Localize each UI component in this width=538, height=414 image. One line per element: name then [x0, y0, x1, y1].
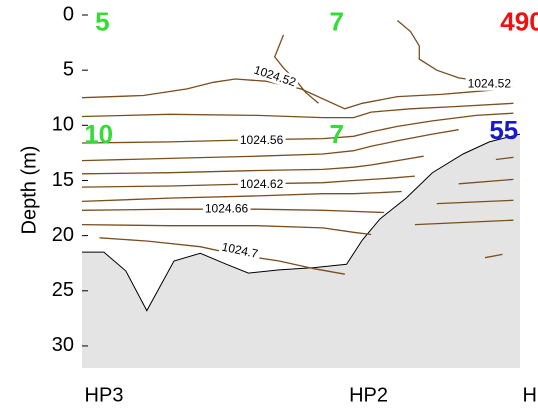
contour-line: [81, 208, 385, 214]
station-value-label: 10: [84, 119, 113, 149]
contour-lines: [81, 20, 514, 275]
station-value-label: 490: [500, 7, 538, 37]
station-value-label: 5: [95, 7, 109, 37]
contour-label-halo: [237, 177, 286, 192]
contour-label: 1024.7: [220, 240, 259, 261]
x-station-label: HP3: [85, 384, 124, 406]
contour-line: [495, 156, 514, 161]
contour-label-halo: [237, 132, 286, 147]
contour-label-halo: [250, 62, 300, 91]
x-station-label: HP1: [523, 384, 538, 406]
contour-line: [81, 112, 514, 144]
station-value-labels: 5 7 490 10 7 55: [84, 7, 538, 150]
contour-label: 1024.52: [252, 63, 298, 90]
contour-line: [436, 199, 514, 205]
contour-label: 1024.52: [468, 77, 512, 91]
contour-line: [414, 219, 514, 226]
contour-label-halo: [465, 76, 514, 91]
contour-line: [81, 155, 424, 175]
contour-line: [273, 34, 319, 104]
contour-label: 1024.62: [240, 177, 284, 191]
x-station-label: HP2: [349, 384, 388, 406]
seafloor-outline: [82, 133, 521, 312]
contour-label: 1024.56: [240, 133, 284, 147]
seafloor-layer: [82, 133, 521, 368]
contour-line: [81, 129, 459, 162]
contour-line: [81, 175, 415, 188]
contour-line: [81, 223, 372, 236]
y-tick-label: 10: [52, 114, 74, 136]
station-value-label: 7: [329, 119, 343, 149]
y-tick-label: 15: [52, 169, 74, 191]
y-axis-label: Depth (m): [18, 146, 40, 235]
y-tick-label: 30: [52, 334, 74, 356]
y-tick-label: 20: [52, 224, 74, 246]
contour-line: [458, 178, 514, 185]
y-tick-label: 0: [63, 3, 74, 25]
seafloor-fill: [82, 134, 520, 368]
contour-line: [81, 102, 514, 119]
y-tick-label: 5: [63, 58, 74, 80]
contour-line: [396, 20, 514, 83]
station-value-label: 7: [329, 7, 343, 37]
y-tick-label: 25: [52, 279, 74, 301]
contour-label: 1024.66: [205, 201, 249, 215]
contour-line: [81, 190, 402, 203]
station-value-label: 55: [489, 115, 518, 145]
contour-line: [484, 253, 503, 259]
contour-label-halo: [218, 239, 262, 262]
contour-label-halo: [202, 201, 251, 216]
contour-line: [81, 78, 514, 110]
